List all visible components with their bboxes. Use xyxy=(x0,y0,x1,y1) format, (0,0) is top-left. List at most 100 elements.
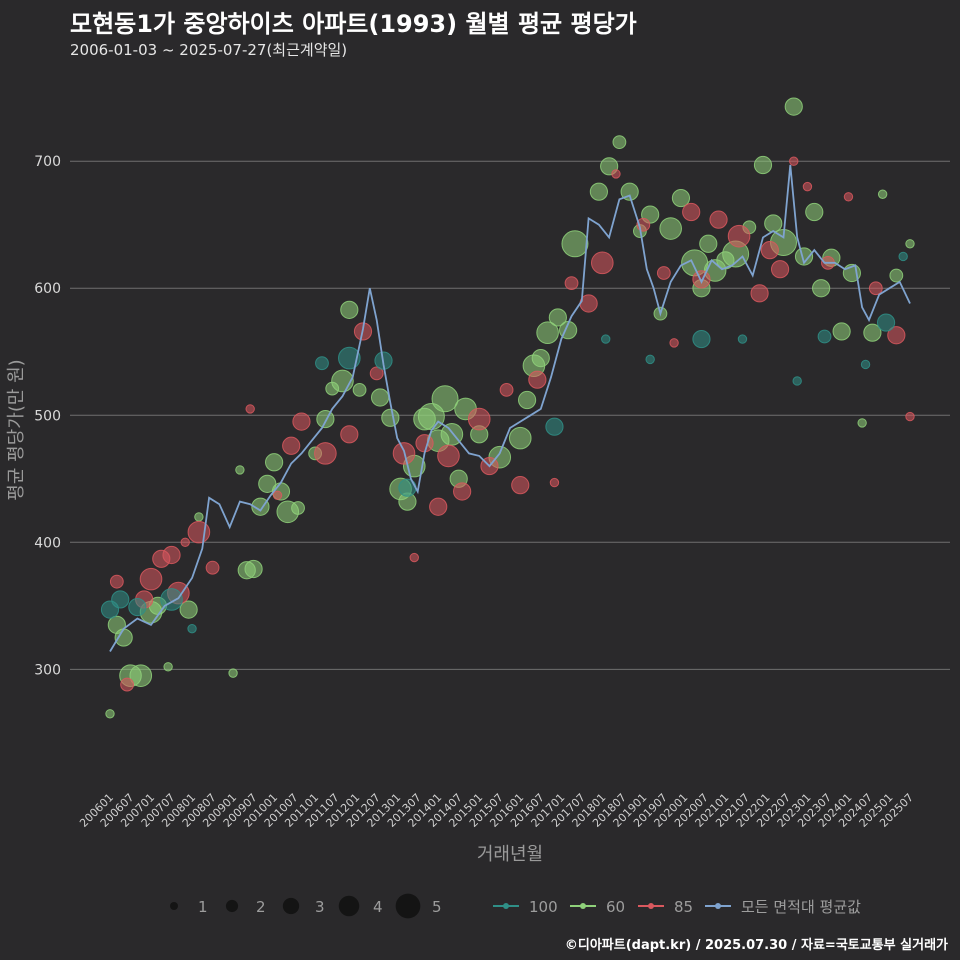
data-point-85 xyxy=(727,224,751,248)
size-legend-label: 3 xyxy=(315,898,325,916)
data-point-60 xyxy=(812,279,831,298)
data-point-100 xyxy=(128,597,147,617)
series-legend-label: 100 xyxy=(529,898,558,916)
y-axis-ticks: 300 400 500 600 700 xyxy=(34,154,61,678)
size-legend-label: 5 xyxy=(432,898,442,916)
size-legend-label: 2 xyxy=(256,898,266,916)
data-point-85 xyxy=(409,552,419,563)
data-point-85 xyxy=(467,407,491,431)
data-point-60 xyxy=(251,497,270,516)
data-point-85 xyxy=(453,482,472,501)
data-point-60 xyxy=(620,182,639,201)
size-legend-marker xyxy=(225,899,239,913)
y-tick-label: 400 xyxy=(34,535,61,551)
y-tick-label: 500 xyxy=(34,408,61,424)
data-point-85 xyxy=(109,574,124,589)
chart-title: 모현동1가 중앙하이츠 아파트(1993) 월별 평균 평당가 xyxy=(70,10,637,38)
data-point-85 xyxy=(770,260,790,279)
data-point-60 xyxy=(517,390,537,410)
data-point-85 xyxy=(528,370,547,389)
data-point-60 xyxy=(235,465,245,475)
data-point-60 xyxy=(531,349,550,368)
data-point-100 xyxy=(645,354,655,365)
data-point-85 xyxy=(760,241,779,260)
data-point-100 xyxy=(187,623,197,634)
data-point-60 xyxy=(105,709,115,719)
data-point-60 xyxy=(671,188,691,208)
data-point-85 xyxy=(120,677,134,692)
data-point-60 xyxy=(370,388,390,407)
data-point-100 xyxy=(545,417,564,436)
data-point-85 xyxy=(802,181,813,192)
y-tick-label: 300 xyxy=(34,662,61,678)
data-point-85 xyxy=(292,412,311,431)
data-point-85 xyxy=(611,169,621,179)
data-point-100 xyxy=(692,329,711,349)
data-point-85 xyxy=(314,442,337,465)
data-point-100 xyxy=(315,356,329,371)
data-point-100 xyxy=(860,359,871,370)
x-axis-label: 거래년월 xyxy=(477,844,543,865)
legend: 1 2 3 4 5 100 60 85 모든 면적대 평균값 xyxy=(170,893,861,919)
data-point-60 xyxy=(863,323,882,342)
average-line xyxy=(109,164,911,652)
x-axis-ticks: 2006012006072007012007072008012008072009… xyxy=(77,791,916,830)
data-point-60 xyxy=(857,418,867,428)
data-point-100 xyxy=(792,376,802,386)
data-point-85 xyxy=(868,281,883,296)
data-point-60 xyxy=(832,322,851,341)
data-point-60 xyxy=(431,385,459,413)
data-point-85 xyxy=(340,425,359,444)
data-point-60 xyxy=(794,247,814,266)
y-tick-label: 600 xyxy=(34,281,61,297)
data-point-85 xyxy=(887,326,906,345)
size-legend-marker xyxy=(282,897,300,915)
data-point-85 xyxy=(437,444,460,468)
data-point-60 xyxy=(536,321,559,345)
data-point-85 xyxy=(591,251,614,275)
grid-lines xyxy=(70,160,950,670)
data-point-85 xyxy=(692,270,711,289)
data-point-60 xyxy=(244,559,263,579)
data-point-60 xyxy=(805,202,824,222)
data-point-85 xyxy=(282,436,301,455)
data-point-60 xyxy=(784,97,803,116)
data-point-100 xyxy=(601,334,611,344)
data-point-60 xyxy=(508,426,532,450)
data-point-100 xyxy=(398,478,417,497)
data-point-60 xyxy=(877,189,888,199)
series-legend-marker xyxy=(648,903,654,909)
data-point-60 xyxy=(548,308,567,327)
data-point-100 xyxy=(898,251,908,262)
data-point-60 xyxy=(291,501,305,515)
data-point-85 xyxy=(789,156,799,166)
scatter-points xyxy=(100,97,915,719)
data-point-60 xyxy=(352,382,367,397)
data-point-85 xyxy=(162,545,181,565)
data-point-60 xyxy=(163,662,173,672)
data-point-60 xyxy=(340,300,359,319)
data-point-85 xyxy=(656,266,671,280)
series-legend-label: 모든 면적대 평균값 xyxy=(741,898,861,916)
data-point-60 xyxy=(699,234,718,253)
data-point-60 xyxy=(612,135,627,150)
size-legend-label: 4 xyxy=(373,898,383,916)
data-point-60 xyxy=(905,239,915,249)
data-point-60 xyxy=(589,182,608,201)
data-point-85 xyxy=(139,567,163,591)
data-point-85 xyxy=(180,537,190,547)
size-legend-marker xyxy=(338,895,360,917)
data-point-85 xyxy=(272,490,283,500)
data-point-85 xyxy=(245,404,255,414)
data-point-60 xyxy=(228,668,238,678)
data-point-85 xyxy=(187,520,211,544)
size-legend-label: 1 xyxy=(198,898,208,916)
data-point-85 xyxy=(905,411,915,422)
data-point-85 xyxy=(669,338,679,348)
data-point-60 xyxy=(129,664,153,687)
data-point-100 xyxy=(737,334,748,344)
data-point-100 xyxy=(111,590,130,609)
series-legend-marker xyxy=(580,903,586,909)
data-point-85 xyxy=(499,382,514,397)
